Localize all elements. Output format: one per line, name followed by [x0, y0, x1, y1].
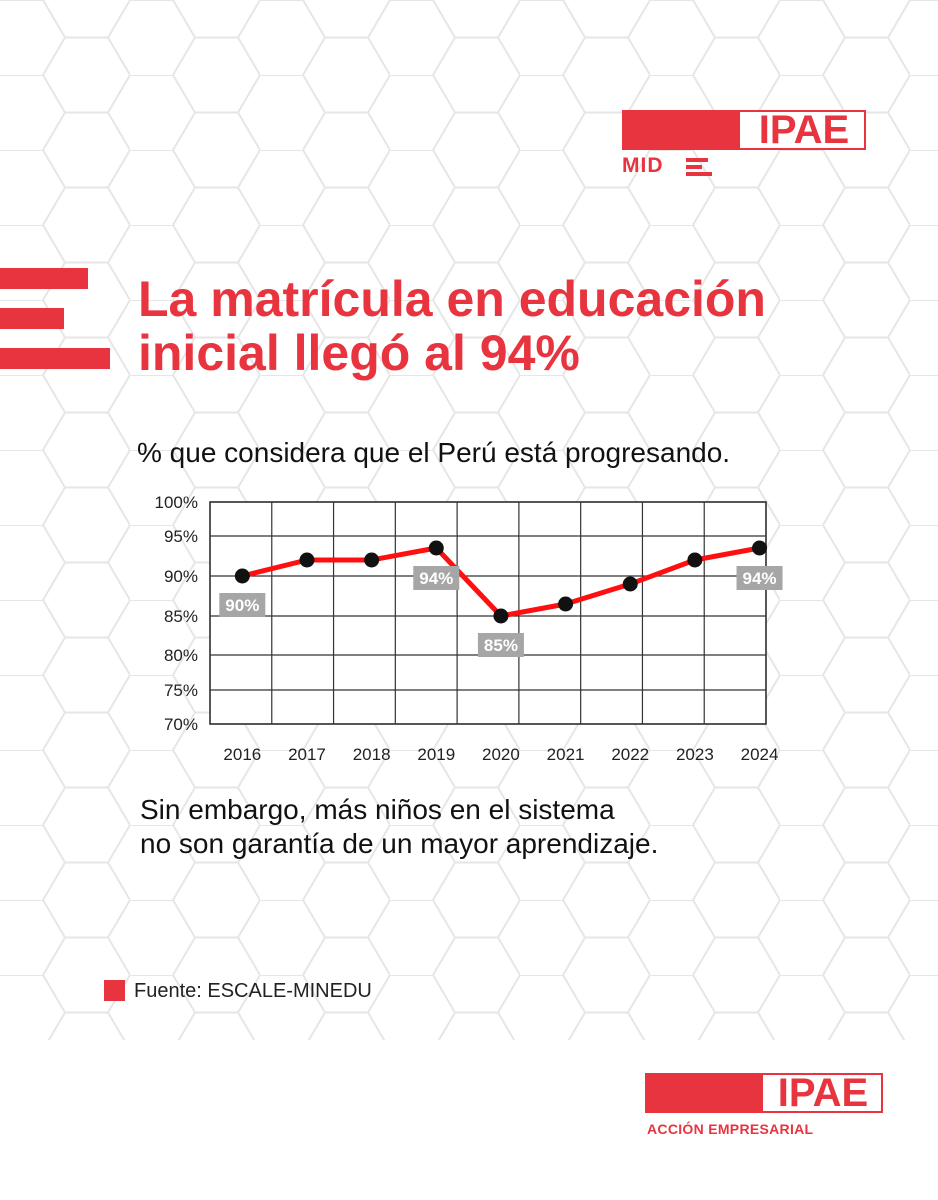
logo-brand-text: IPAE — [758, 108, 850, 152]
y-tick-label: 70% — [164, 715, 198, 734]
data-label-background — [413, 566, 460, 590]
chart-grid — [209, 501, 767, 725]
source-text: Fuente: ESCALE-MINEDU — [134, 980, 372, 1002]
footnote-line-2: no son garantía de un mayor aprendizaje. — [140, 828, 659, 859]
data-label-text: 85% — [484, 636, 518, 655]
x-tick-label: 2020 — [482, 745, 520, 764]
data-point — [428, 540, 444, 556]
data-point — [687, 552, 703, 568]
line-chart: 100%95%90%85%80%75%70% 2016 2017 2018 2019 2… — [155, 493, 783, 764]
y-tick-label: 100% — [155, 493, 198, 512]
data-point — [622, 576, 638, 592]
x-axis-tick-labels: 2016 2017 2018 2019 2020 2021 2022 2023 2024 — [223, 745, 778, 764]
y-tick-label: 75% — [164, 681, 198, 700]
data-label: 90% — [219, 593, 266, 617]
data-label-background — [477, 633, 524, 657]
source-marker — [104, 980, 125, 1001]
data-point — [752, 540, 768, 556]
x-tick-label: 2022 — [611, 745, 649, 764]
data-label-background — [736, 566, 783, 590]
decorative-bar-2 — [0, 308, 64, 329]
y-tick-label: 85% — [164, 607, 198, 626]
data-label: 94% — [413, 566, 460, 590]
logo-sub-text: MID — [622, 154, 664, 177]
x-tick-label: 2017 — [288, 745, 326, 764]
data-point — [493, 608, 509, 624]
data-label-text: 90% — [225, 596, 259, 615]
page-title: La matrícula en educación inicial llegó … — [138, 272, 838, 380]
decorative-bar-3 — [0, 348, 110, 369]
x-tick-label: 2024 — [741, 745, 779, 764]
page-title-line-2: inicial llegó al 94% — [138, 325, 580, 381]
data-label-text: 94% — [419, 569, 453, 588]
y-tick-label: 95% — [164, 527, 198, 546]
y-tick-label: 90% — [164, 567, 198, 586]
logo-bottom-sub-text: ACCIÓN EMPRESARIAL — [647, 1121, 814, 1137]
footnote-text: Sin embargo, más niños en el sistema no … — [140, 793, 840, 861]
chart-title: % que considera que el Perú está progres… — [137, 437, 731, 468]
ipae-accion-empresarial-logo: IPAE ACCIÓN EMPRESARIAL — [645, 1073, 883, 1139]
plot-area — [209, 501, 767, 725]
decorative-bar-1 — [0, 268, 88, 289]
ipae-mide-logo: IPAE MID — [622, 108, 866, 177]
x-tick-label: 2018 — [353, 745, 391, 764]
y-tick-label: 80% — [164, 646, 198, 665]
logo-bottom-brand-text: IPAE — [777, 1071, 869, 1115]
x-tick-label: 2019 — [417, 745, 455, 764]
data-label: 85% — [477, 633, 524, 657]
data-label-text: 94% — [743, 569, 777, 588]
data-point — [234, 568, 250, 584]
data-label-background — [219, 593, 266, 617]
data-point — [558, 596, 574, 612]
x-tick-label: 2023 — [676, 745, 714, 764]
x-tick-label: 2021 — [547, 745, 585, 764]
data-points — [234, 540, 768, 624]
data-point — [364, 552, 380, 568]
data-point — [299, 552, 315, 568]
logo-e-bars — [686, 158, 712, 176]
y-axis-tick-labels: 100% 95% 90% 85% 80% 75% 70% — [155, 493, 198, 734]
data-labels: 90% 94% 85% 94% — [219, 566, 783, 657]
x-tick-label: 2016 — [223, 745, 261, 764]
page-title-line-1: La matrícula en educación — [138, 271, 766, 327]
data-label: 94% — [736, 566, 783, 590]
footnote-line-1: Sin embargo, más niños en el sistema — [140, 794, 615, 825]
